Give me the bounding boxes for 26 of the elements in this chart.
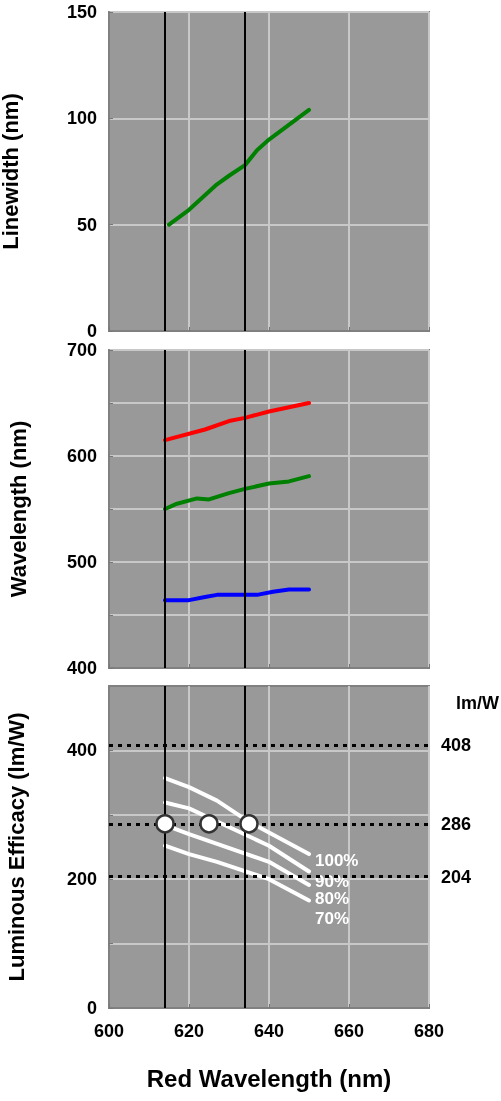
x-tick-label: 660 [333, 1021, 365, 1041]
x-tick-label: 620 [173, 1021, 205, 1041]
y-axis-title: Luminous Efficacy (lm/W) [3, 712, 29, 982]
series-label: 70% [315, 908, 350, 928]
series-label: 80% [315, 889, 350, 909]
y-tick-label: 100 [66, 108, 97, 129]
y-tick-label: 200 [66, 869, 97, 890]
x-tick-label: 680 [413, 1021, 445, 1041]
x-tick-label: 640 [253, 1021, 285, 1041]
y-axis-title: Linewidth (nm) [0, 93, 23, 250]
ref-line-label: 204 [441, 866, 472, 887]
ref-line-label: 286 [441, 813, 472, 834]
series-label: 100% [315, 850, 359, 870]
ref-line-label: 408 [441, 735, 472, 756]
y-axis-title: Wavelength (nm) [5, 420, 31, 598]
y-tick-label: 400 [66, 658, 97, 678]
text: lm/W [456, 693, 500, 713]
y-tick-label: 0 [86, 998, 97, 1018]
y-tick-label: 0 [86, 321, 97, 341]
y-tick-label: 700 [66, 340, 97, 360]
y-tick-label: 400 [66, 740, 97, 761]
y-tick-label: 500 [66, 552, 97, 572]
x-axis-title: Red Wavelength (nm) [146, 1064, 392, 1092]
y-tick-label: 600 [66, 446, 97, 466]
y-tick-label: 150 [66, 2, 97, 22]
y-tick-label: 50 [76, 214, 97, 235]
